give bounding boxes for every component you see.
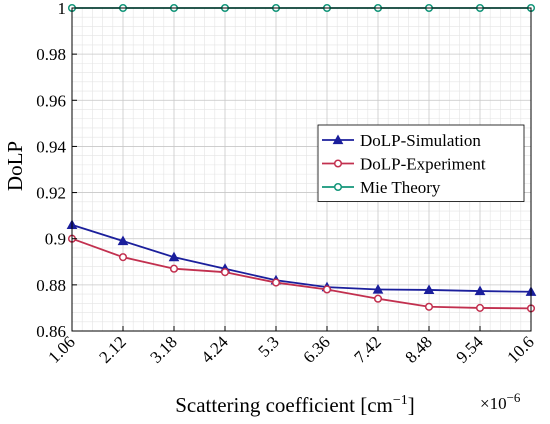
x-axis-label-superscript: −1 [393,393,408,408]
data-point [118,253,128,262]
legend: DoLP-Simulation DoLP-Experiment Mie Theory [317,124,525,202]
legend-item: Mie Theory [322,178,441,197]
series-2 [67,234,536,313]
y-tick-label: 1 [58,0,67,18]
grid [71,7,532,332]
x-tick-label: 2.12 [95,332,129,366]
x-axis-label-suffix: ] [408,393,415,417]
y-tick-label: 0.86 [36,322,66,341]
legend-marker [333,182,343,192]
legend-label: DoLP-Experiment [360,155,486,174]
data-point [168,251,180,262]
x-tick-label: 5.3 [254,332,282,360]
y-tick-label: 0.94 [36,137,66,156]
legend-item: DoLP-Experiment [322,155,486,174]
x-tick-label: 6.36 [299,332,333,366]
x-tick-label: 8.48 [401,332,435,366]
series-1 [66,219,537,296]
x-axis-multiplier-base: ×10 [480,394,507,413]
data-point [271,278,281,287]
x-axis-multiplier: ×10−6 [480,390,521,413]
data-point [117,235,129,246]
legend-label: DoLP-Simulation [360,131,481,150]
legend-label: Mie Theory [360,178,441,197]
y-tick-label: 0.96 [36,91,66,110]
series-line [71,224,532,293]
x-axis-label: Scattering coefficient [cm−1] [175,393,415,417]
legend-marker [332,134,344,145]
data-point [372,283,384,294]
data-point [220,268,230,277]
y-tick-label: 0.88 [36,276,66,295]
legend-marker [333,159,343,168]
y-tick-label: 0.92 [36,184,66,203]
legend-item: DoLP-Simulation [322,131,481,150]
x-tick-label: 10.6 [503,332,537,366]
y-tick-label: 0.9 [45,230,66,249]
x-tick-label: 3.18 [146,332,180,366]
series-line [71,237,532,310]
data-point [424,302,434,311]
y-tick-label: 0.98 [36,45,66,64]
data-point [475,303,485,312]
data-point [373,294,383,303]
x-axis-multiplier-exponent: −6 [507,390,521,405]
data-point [169,264,179,273]
y-axis-label: DoLP [3,141,27,191]
x-tick-label: 9.54 [452,332,487,367]
data-point [474,285,486,296]
x-tick-label: 4.24 [197,332,232,367]
plot-frame [71,7,532,332]
x-axis-label-main: Scattering coefficient [cm [175,393,393,417]
x-tick-label: 7.42 [350,332,384,366]
data-point [322,285,332,294]
data-point [423,284,435,295]
